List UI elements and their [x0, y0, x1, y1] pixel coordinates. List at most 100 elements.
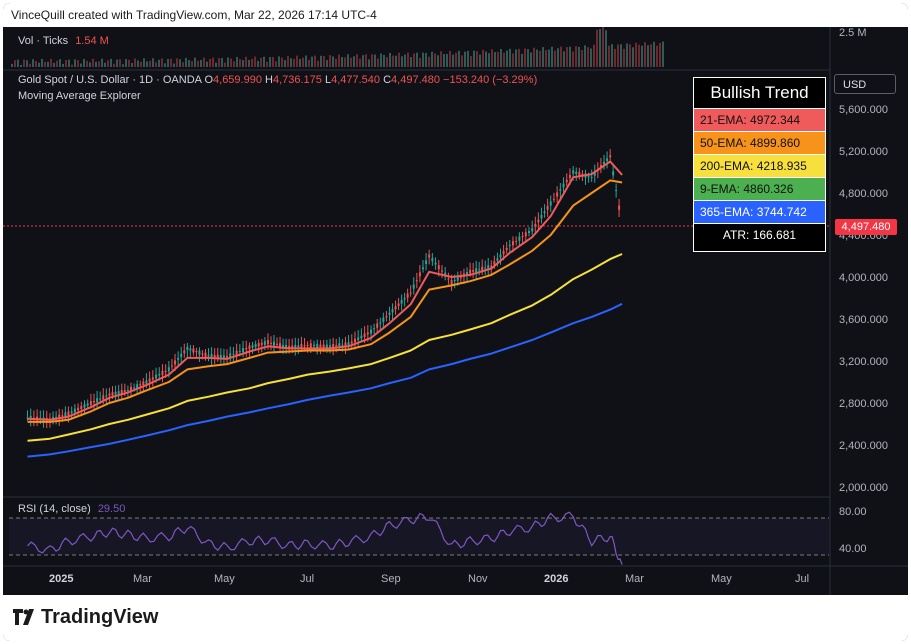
candle-body [192, 348, 195, 353]
candle-body [226, 356, 229, 358]
candle-body [164, 371, 167, 373]
volume-bar [497, 51, 499, 67]
symbol-legend[interactable]: Gold Spot / U.S. Dollar · 1D · OANDA O4,… [18, 74, 537, 86]
candle-body [195, 351, 198, 353]
volume-bar [380, 53, 382, 67]
time-tick: Nov [468, 573, 488, 585]
candle-body [114, 391, 117, 395]
rsi-line [27, 511, 623, 565]
candle-body [397, 303, 400, 306]
candle-body [222, 355, 225, 358]
candle-body [279, 343, 282, 348]
volume-bar [614, 48, 616, 67]
volume-bar [179, 59, 181, 67]
currency-button[interactable]: USD [834, 74, 896, 94]
candle-body [511, 241, 514, 246]
candle-body [481, 266, 484, 271]
candle-body [612, 171, 615, 176]
price-tick: 4,000.000 [839, 272, 888, 284]
volume-bar [548, 49, 550, 67]
volume-bar [104, 62, 106, 67]
volume-bar [506, 50, 508, 67]
volume-bar [89, 62, 91, 67]
volume-bar [308, 59, 310, 67]
volume-bar [371, 54, 373, 67]
candle-body [170, 365, 173, 367]
candle-body [142, 381, 145, 386]
candle-body [366, 332, 369, 335]
open-label: O [204, 74, 214, 86]
volume-bar [50, 58, 52, 67]
volume-bar [143, 58, 145, 67]
volume-bar [479, 54, 481, 67]
volume-bar [194, 57, 196, 67]
volume-bar [92, 58, 94, 67]
volume-bar [647, 45, 649, 67]
volume-bar [515, 49, 517, 67]
volume-bar [500, 48, 502, 67]
volume-bar [554, 50, 556, 67]
volume-bar [632, 47, 634, 67]
candle-body [96, 398, 99, 403]
volume-bar [356, 54, 358, 67]
volume-bar [425, 52, 427, 67]
volume-bar [56, 60, 58, 67]
candle-body [198, 350, 201, 355]
time-tick: Jul [795, 573, 810, 585]
rsi-level-40: 40.00 [839, 543, 867, 555]
candle-body [338, 343, 341, 348]
volume-bar [566, 47, 568, 67]
candle-body [360, 335, 363, 339]
volume-bar [599, 29, 601, 68]
candle-body [578, 171, 581, 176]
candle-body [177, 358, 180, 360]
candle-body [80, 405, 83, 410]
volume-bar [338, 54, 340, 67]
chart-canvas[interactable] [3, 3, 908, 641]
candle-body [431, 258, 434, 262]
time-tick: 2025 [49, 573, 74, 585]
volume-bar [287, 55, 289, 67]
volume-bar [74, 59, 76, 67]
candle-body [475, 268, 478, 273]
candle-body [216, 354, 219, 358]
price-tick: 2,400.000 [839, 440, 888, 452]
rsi-legend[interactable]: RSI (14, close) 29.50 [18, 503, 125, 515]
candle-body [263, 341, 266, 345]
candle-body [412, 284, 415, 289]
candle-body [394, 306, 397, 310]
volume-bar [155, 62, 157, 67]
candle-body [469, 269, 472, 274]
candle-body [575, 171, 578, 175]
volume-bar [635, 42, 637, 67]
volume-bar [200, 59, 202, 67]
volume-bar [533, 47, 535, 67]
volume-bar [491, 49, 493, 67]
candle-body [117, 391, 120, 394]
candle-body [478, 269, 481, 271]
candle-body [158, 374, 161, 376]
indicator-name[interactable]: Moving Average Explorer [18, 90, 141, 102]
candle-body [341, 344, 344, 346]
candle-body [540, 214, 543, 219]
volume-bar [23, 59, 25, 67]
volume-bar [20, 64, 22, 67]
candle-body [254, 344, 257, 348]
volume-bar [443, 53, 445, 67]
candle-body [329, 345, 332, 348]
candle-body [105, 395, 108, 397]
volume-bar [560, 46, 562, 67]
ema-line-21-ema [27, 160, 623, 421]
volume-bar [494, 52, 496, 67]
candle-body [487, 265, 490, 270]
volume-bar [359, 58, 361, 67]
candle-body [204, 352, 207, 357]
volume-bar [248, 59, 250, 67]
rsi-label: RSI (14, close) [18, 503, 91, 515]
volume-bar [446, 53, 448, 67]
volume-bar [398, 52, 400, 67]
volume-bar [257, 60, 259, 67]
volume-name: Vol · Ticks [18, 35, 69, 47]
candle-body [322, 344, 325, 348]
volume-bar [389, 53, 391, 67]
